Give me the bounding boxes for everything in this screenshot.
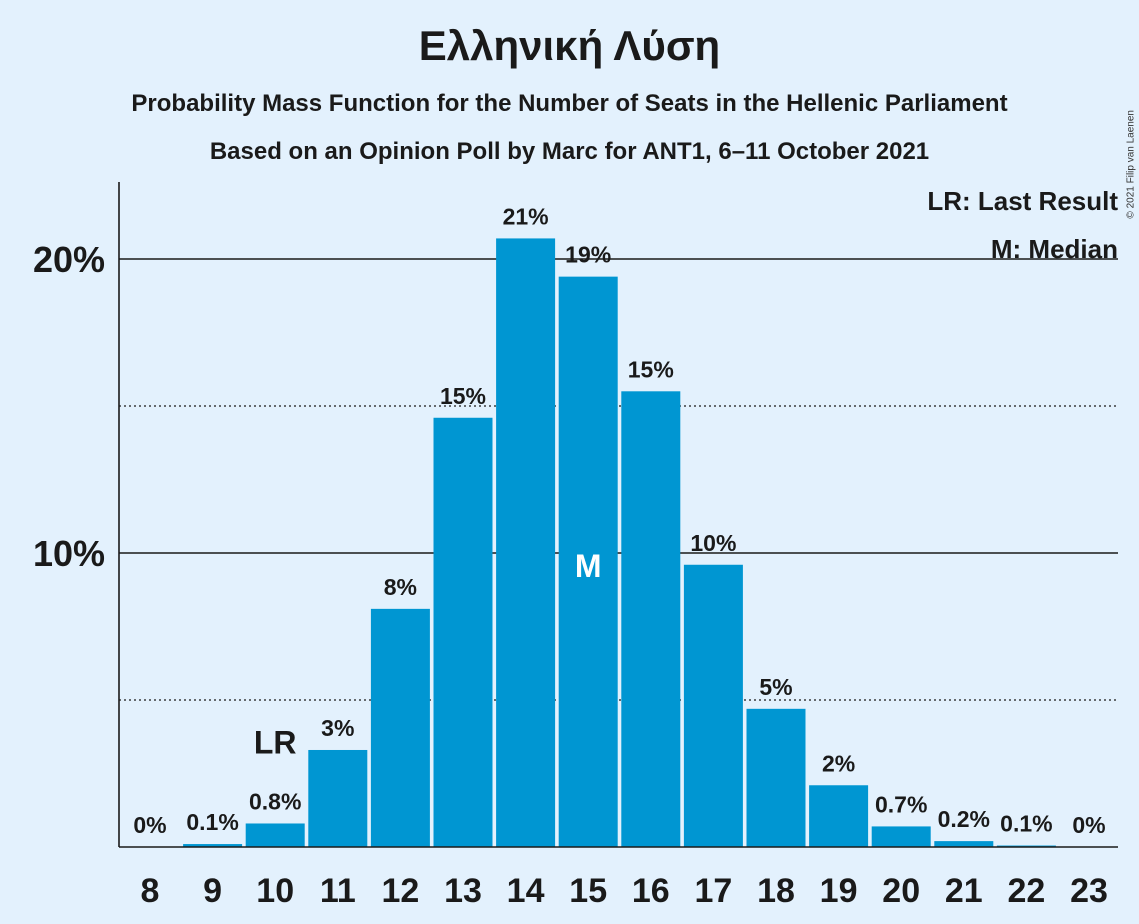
value-labels: 0% 0.1% 0.8% 3% 8% 15% 21% 19% 15% 10% 5% 2% 0.7% 0.2… <box>133 203 1105 838</box>
chart-title: Ελληνική Λύση <box>418 22 721 69</box>
value-label: 15% <box>628 356 674 382</box>
value-label: 19% <box>565 242 611 268</box>
x-tick-label: 23 <box>1070 872 1108 910</box>
bar-seats-16 <box>621 391 681 847</box>
value-label: 10% <box>690 530 736 556</box>
value-label: 2% <box>822 750 855 776</box>
value-label: 0.1% <box>186 809 238 835</box>
bar-seats-17 <box>683 564 743 847</box>
x-tick-label: 19 <box>820 872 858 910</box>
value-label: 0% <box>1072 812 1105 838</box>
bar-seats-12 <box>370 608 430 847</box>
bar-seats-13 <box>433 417 493 847</box>
bar-seats-19 <box>809 785 869 847</box>
legend-entry: LR: Last Result <box>927 186 1118 216</box>
bar-seats-14 <box>496 238 556 848</box>
axes: 10% 20% 8 9 10 11 12 13 14 15 16 17 18 19 20 21 22 23 <box>33 182 1118 910</box>
value-label: 21% <box>503 203 549 229</box>
bar-seats-11 <box>308 749 368 847</box>
x-tick-label: 18 <box>757 872 795 910</box>
gridlines <box>119 258 1118 701</box>
last-result-marker: LR <box>254 724 297 760</box>
bar-seats-20 <box>871 826 931 847</box>
value-label: 0.7% <box>875 791 927 817</box>
x-tick-label: 21 <box>945 872 983 910</box>
y-tick-label: 20% <box>33 239 105 280</box>
value-label: 0.1% <box>1000 811 1052 837</box>
chart-source-line: Based on an Opinion Poll by Marc for ANT… <box>209 138 930 165</box>
value-label: 5% <box>759 674 792 700</box>
value-label: 0% <box>133 812 166 838</box>
bar-seats-10 <box>245 823 305 847</box>
x-tick-label: 12 <box>381 872 419 910</box>
x-tick-label: 20 <box>882 872 920 910</box>
x-tick-label: 8 <box>141 872 160 910</box>
value-label: 0.8% <box>249 788 301 814</box>
x-tick-label: 15 <box>569 872 607 910</box>
x-tick-label: 14 <box>507 872 545 910</box>
x-tick-label: 17 <box>694 872 732 910</box>
y-tick-label: 10% <box>33 533 105 574</box>
x-tick-label: 13 <box>444 872 482 910</box>
legend: LR: Last Result M: Median <box>927 186 1118 264</box>
bars <box>183 238 1056 848</box>
bar-seats-15 <box>558 276 618 847</box>
bar-seats-18 <box>746 708 806 847</box>
value-label: 15% <box>440 383 486 409</box>
legend-entry: M: Median <box>991 234 1118 264</box>
bar-seats-9 <box>183 844 243 847</box>
bar-seats-21 <box>934 841 994 847</box>
x-tick-label: 16 <box>632 872 670 910</box>
x-tick-label: 9 <box>203 872 222 910</box>
x-tick-label: 10 <box>256 872 294 910</box>
value-label: 3% <box>321 715 354 741</box>
x-tick-label: 11 <box>320 872 356 910</box>
median-marker: M <box>575 548 602 584</box>
chart-subtitle: Probability Mass Function for the Number… <box>131 90 1008 117</box>
value-label: 8% <box>384 574 417 600</box>
x-tick-label: 22 <box>1007 872 1045 910</box>
value-label: 0.2% <box>938 806 990 832</box>
